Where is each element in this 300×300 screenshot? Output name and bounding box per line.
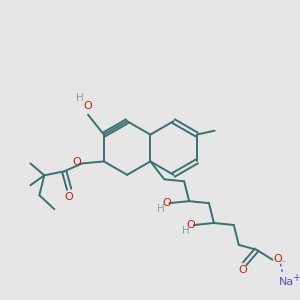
Text: O: O [238, 265, 247, 275]
Text: ⁻: ⁻ [281, 258, 286, 267]
Text: O: O [187, 220, 196, 230]
Text: O: O [65, 192, 74, 202]
Text: H: H [182, 226, 190, 236]
Text: H: H [76, 93, 84, 103]
Text: H: H [158, 204, 165, 214]
Text: O: O [273, 254, 282, 264]
Text: Na: Na [279, 277, 294, 286]
Text: O: O [73, 158, 82, 167]
Text: +: + [292, 273, 300, 283]
Text: O: O [84, 101, 92, 111]
Text: O: O [162, 198, 171, 208]
